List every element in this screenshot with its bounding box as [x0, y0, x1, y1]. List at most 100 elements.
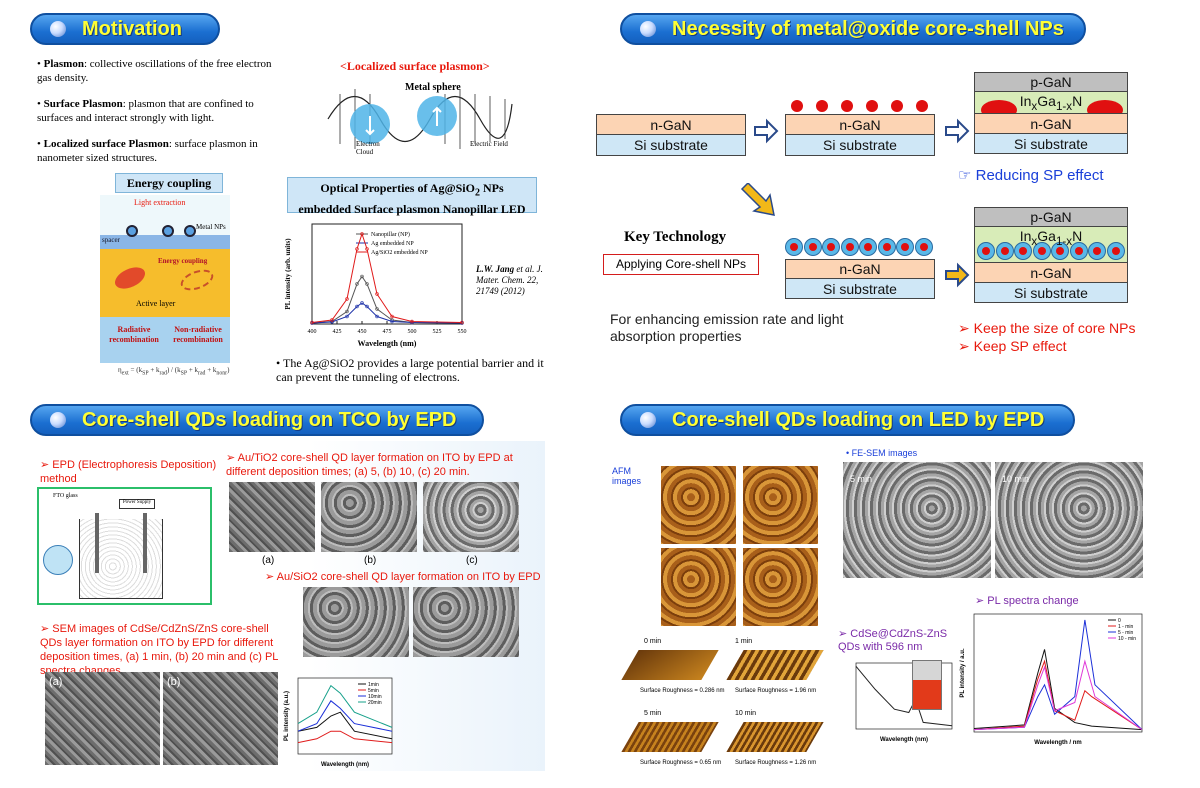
large-np-right	[1087, 100, 1123, 113]
arrow-right-icon	[945, 262, 970, 288]
metal-core	[845, 243, 854, 251]
series-line-0	[297, 711, 393, 740]
section-header-led: Core-shell QDs loading on LED by EPD	[620, 404, 1075, 436]
working-electrode	[95, 513, 99, 573]
electron-cloud-label: Electron Cloud	[356, 140, 380, 156]
core-shell-row	[785, 237, 935, 259]
recombination-strip: Radiative recombination Non-radiative re…	[100, 317, 230, 363]
fto-glass-label: FTO glass	[53, 493, 78, 499]
section-title: Core-shell QDs loading on LED by EPD	[672, 408, 1045, 431]
metal-np-1	[126, 225, 138, 237]
metal-nps-row	[785, 100, 935, 114]
data-point	[345, 309, 349, 314]
p-gan-layer: p-GaN	[974, 72, 1128, 92]
au-sio2-caption: ➢ Au/SiO2 core-shell QD layer formation …	[265, 571, 541, 583]
structure-4: n-GaN Si substrate	[785, 237, 935, 299]
keep-size-text: ➢ Keep the size of core NPs	[958, 320, 1136, 336]
ingan-layer: InxGa1-xN	[974, 227, 1128, 263]
power-supply-label: Power Supply	[119, 499, 155, 509]
nonradiative-region	[177, 265, 217, 295]
legend-label: 10min	[368, 694, 382, 700]
spacer-layer: spacer	[100, 235, 230, 249]
core-shell-np	[1051, 242, 1069, 260]
beaker	[79, 519, 163, 599]
data-point	[360, 274, 364, 279]
x-tick-label: 475	[383, 329, 392, 335]
electric-field-label: Electric Field	[470, 140, 508, 148]
metal-nps-label: Metal NPs	[196, 223, 226, 231]
y-axis-label: PL intensity (arb. units)	[284, 238, 292, 310]
data-point	[390, 314, 394, 319]
x-tick-label: 425	[333, 329, 342, 335]
roughness-10: Surface Roughness = 1.26 nm	[735, 760, 817, 766]
reducing-sp-text: ☞ Reducing SP effect	[958, 167, 1104, 184]
cdse-caption: ➢ CdSe@CdZnS-ZnS QDs with 596 nm	[838, 628, 948, 653]
sem-cdse-b	[163, 672, 278, 765]
legend-label: Ag/SiO2 embedded NP	[371, 250, 428, 256]
x-axis-label: Wavelength (nm)	[880, 737, 928, 743]
sem-cdse-label-a: (a)	[49, 676, 63, 688]
metal-np-dot	[916, 100, 928, 112]
data-point	[410, 319, 414, 324]
n-gan-layer: n-GaN	[974, 263, 1128, 283]
metal-np-2	[162, 225, 174, 237]
x-tick-label: 450	[358, 329, 367, 335]
sem-label-a: (a)	[262, 555, 275, 566]
metal-core	[790, 243, 798, 251]
series-line-2	[973, 619, 1143, 731]
plot-frame	[973, 613, 1143, 733]
roughness-1: Surface Roughness = 1.96 nm	[735, 688, 817, 694]
metal-core	[919, 243, 928, 251]
data-point	[355, 304, 359, 309]
series-line-2	[297, 700, 393, 732]
section-header-tco: Core-shell QDs loading on TCO by EPD	[30, 404, 484, 436]
legend-label: Nanopillar (NP)	[371, 231, 410, 238]
afm-image-1	[743, 466, 818, 544]
sem-cdse-label-b: (b)	[167, 676, 181, 688]
metal-np-dot	[841, 100, 853, 112]
si-substrate-layer: Si substrate	[974, 283, 1128, 303]
sem-label-b: (b)	[364, 555, 377, 566]
series-line-1	[297, 730, 393, 744]
x-tick-label: 500	[408, 329, 417, 335]
metal-core	[901, 243, 909, 251]
pl-change-caption: ➢ PL spectra change	[975, 595, 1079, 607]
legend-label: 0	[1118, 618, 1121, 624]
core-shell-np	[877, 238, 896, 256]
core-shell-row	[977, 241, 1127, 261]
si-substrate-layer: Si substrate	[785, 135, 935, 156]
data-point	[330, 320, 334, 324]
afm-image-5	[661, 548, 736, 626]
data-point	[345, 314, 349, 319]
large-np-left	[981, 100, 1017, 113]
fesem-label-5: 5 min	[850, 474, 873, 484]
p-gan-layer: p-GaN	[974, 207, 1128, 227]
n-gan-layer: n-GaN	[596, 114, 746, 135]
legend-label: Ag embedded NP	[371, 241, 414, 247]
data-point	[375, 307, 379, 311]
core-shell-np	[859, 238, 877, 256]
arrow-right-icon	[754, 118, 779, 144]
core-shell-np	[1032, 242, 1051, 260]
data-point	[355, 247, 359, 251]
si-substrate-layer: Si substrate	[596, 135, 746, 156]
metal-sphere-label: Metal sphere	[405, 82, 461, 93]
metal-core	[1019, 247, 1027, 255]
arrow-diagonal-icon	[740, 183, 775, 216]
legend-label: 1min	[368, 682, 379, 688]
bullet-orb-icon	[50, 21, 66, 37]
bullet-localized-plasmon: • Localized surface Plasmon: surface pla…	[37, 138, 258, 164]
core-shell-np	[914, 238, 933, 256]
y-axis-label: PL intensity / a.u.	[960, 648, 966, 698]
core-shell-np	[1106, 242, 1125, 260]
metal-core	[882, 243, 891, 251]
data-point	[360, 232, 364, 236]
keep-sp-text: ➢ Keep SP effect	[958, 338, 1067, 354]
data-point	[345, 297, 349, 301]
core-shell-np	[822, 238, 840, 256]
epd-label: ➢ EPD (Electrophoresis Deposition) metho…	[40, 459, 217, 485]
sem-label-c: (c)	[466, 555, 478, 566]
data-point	[365, 304, 369, 309]
section-title: Motivation	[82, 17, 182, 40]
